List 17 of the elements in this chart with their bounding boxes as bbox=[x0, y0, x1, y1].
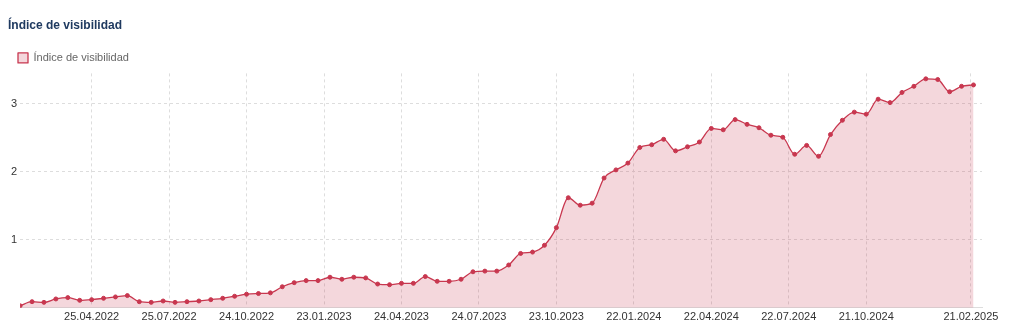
x-tick-label: 22.07.2024 bbox=[761, 310, 817, 323]
y-tick-label: 2 bbox=[10, 164, 18, 177]
x-tick-label: 25.07.2022 bbox=[141, 310, 197, 323]
legend-label: Índice de visibilidad bbox=[33, 50, 129, 63]
x-tick-label: 22.04.2024 bbox=[683, 310, 739, 323]
x-tick-label: 23.01.2023 bbox=[296, 310, 352, 323]
x-tick-label: 24.04.2023 bbox=[373, 310, 429, 323]
x-tick-label: 24.10.2022 bbox=[219, 310, 275, 323]
y-tick-label: 1 bbox=[10, 232, 18, 245]
x-tick-label: 21.02.2025 bbox=[943, 310, 999, 323]
x-tick-label: 23.10.2023 bbox=[528, 310, 584, 323]
x-tick-label: 25.04.2022 bbox=[64, 310, 120, 323]
x-tick-label: 21.10.2024 bbox=[838, 310, 894, 323]
x-tick-label: 22.01.2024 bbox=[606, 310, 662, 323]
y-tick-label: 3 bbox=[10, 97, 18, 110]
x-tick-label: 24.07.2023 bbox=[451, 310, 507, 323]
chart-title: Índice de visibilidad bbox=[8, 16, 123, 32]
